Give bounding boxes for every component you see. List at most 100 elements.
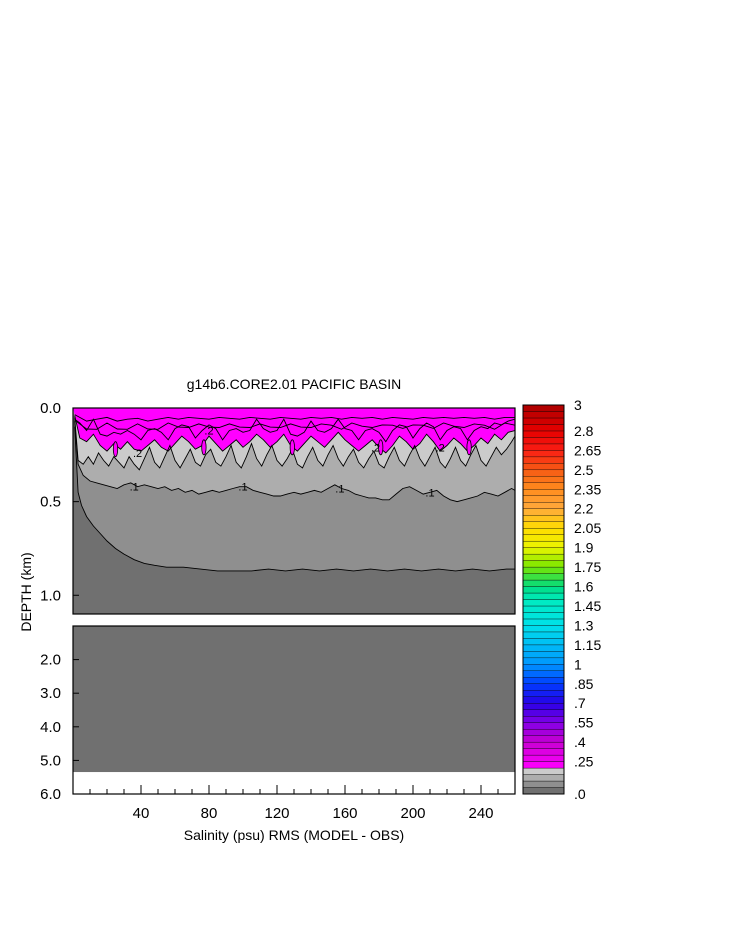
colorbar-swatch-50	[522, 463, 565, 471]
lower-ytick-label-4: 6.0	[40, 786, 61, 803]
xtick-label-0: 40	[133, 805, 150, 822]
colorbar-swatch-5	[522, 754, 565, 762]
colorbar-label-19: .0	[574, 786, 586, 802]
contour-label-0: .2	[133, 448, 142, 460]
contour-label-6: .1	[335, 484, 344, 496]
xtick-label-4: 200	[400, 805, 425, 822]
xtick-label-5: 240	[468, 805, 493, 822]
colorbar-swatch-12	[522, 709, 565, 717]
colorbar-label-18: .25	[574, 754, 594, 770]
contour-label-1: .2	[204, 425, 213, 437]
colorbar-swatch-46	[522, 489, 565, 496]
colorbar-label-7: 1.9	[574, 540, 594, 556]
colorbar-swatch-45	[522, 495, 565, 503]
lower-ytick-label-2: 4.0	[40, 719, 61, 736]
colorbar-label-14: .85	[574, 676, 594, 692]
colorbar-swatch-43	[522, 508, 565, 516]
colorbar-swatch-10	[522, 722, 565, 730]
contour-label-5: .1	[238, 482, 247, 494]
colorbar-swatch-34	[522, 566, 565, 574]
magenta-lens-4	[466, 439, 472, 456]
colorbar-swatch-33	[522, 573, 565, 581]
colorbar-swatch-38	[522, 540, 565, 548]
colorbar-swatch-47	[522, 482, 565, 490]
colorbar-swatch-0	[522, 787, 565, 795]
colorbar-swatch-41	[522, 521, 565, 529]
colorbar-swatch-4	[522, 761, 565, 769]
colorbar-swatch-40	[522, 528, 565, 535]
colorbar-label-17: .4	[574, 734, 586, 750]
magenta-lens-3	[378, 439, 384, 456]
colorbar-swatch-31	[522, 586, 565, 594]
colorbar-swatch-28	[522, 605, 565, 613]
colorbar-swatch-1	[522, 780, 565, 788]
contour-line-0.4	[74, 414, 515, 422]
upper-ytick-label-1: 0.5	[40, 494, 61, 511]
colorbar-swatch-44	[522, 502, 565, 509]
contour-line-0.25	[74, 418, 515, 443]
contour-label-7: .1	[425, 487, 434, 499]
colorbar-label-8: 1.75	[574, 559, 601, 575]
colorbar-label-12: 1.15	[574, 637, 601, 653]
xtick-label-1: 80	[201, 805, 218, 822]
colorbar-swatch-22	[522, 644, 565, 652]
magenta-lens-2	[289, 439, 295, 456]
colorbar-label-9: 1.6	[574, 579, 594, 595]
colorbar-label-4: 2.35	[574, 481, 601, 497]
colorbar-label-0: 3	[574, 397, 582, 413]
colorbar-swatch-42	[522, 515, 565, 522]
seafloor-mask	[73, 772, 515, 794]
x-axis-label: Salinity (psu) RMS (MODEL - OBS)	[184, 827, 404, 843]
colorbar-swatch-6	[522, 748, 565, 756]
upper-panel-frame	[72, 407, 516, 615]
region-gt-0.2	[73, 408, 515, 453]
lower-region-lt-0.05	[73, 626, 515, 773]
colorbar-label-11: 1.3	[574, 617, 594, 633]
contour-line-0.1	[74, 421, 515, 503]
colorbar-swatch-49	[522, 469, 565, 477]
y-axis-label: DEPTH (km)	[18, 552, 34, 631]
y-axis-ticks: 0.0 0.5 1.0 2.0 3.0 4.0 5.0 6.0	[40, 400, 79, 803]
colorbar-swatch-3	[522, 767, 565, 775]
colorbar-swatch-11	[522, 716, 565, 723]
magenta-lens-1	[201, 439, 207, 456]
colorbar-swatch-37	[522, 547, 565, 555]
contour-label-4: .1	[130, 482, 139, 494]
colorbar-label-1: 2.8	[574, 423, 594, 439]
colorbar-swatch-58	[522, 411, 565, 419]
colorbar-swatch-56	[522, 424, 565, 432]
colorbar-label-3: 2.5	[574, 462, 594, 478]
colorbar-swatch-55	[522, 430, 565, 438]
colorbar-frame	[522, 404, 565, 795]
lower-ytick-label-0: 2.0	[40, 652, 61, 669]
colorbar-swatch-24	[522, 631, 565, 639]
contour-line-0.15	[74, 417, 515, 471]
colorbar-swatch-8	[522, 735, 565, 743]
colorbar-swatch-17	[522, 677, 565, 684]
upper-ytick-label-2: 1.0	[40, 587, 61, 604]
colorbar-swatch-39	[522, 534, 565, 542]
colorbar-label-6: 2.05	[574, 520, 601, 536]
colorbar-swatch-27	[522, 612, 565, 620]
colorbar-swatch-15	[522, 690, 565, 697]
contour-line-0.05	[74, 426, 515, 572]
colorbar-swatch-19	[522, 664, 565, 671]
colorbar-swatch-54	[522, 437, 565, 445]
colorbar-swatch-7	[522, 741, 565, 749]
colorbar-swatch-51	[522, 456, 565, 464]
colorbar-swatch-21	[522, 651, 565, 659]
x-axis-ticks: 40 80 120 160 200 240	[89, 785, 499, 822]
upper-panel: .2 .2 .2 .2 .1 .1 .1 .1	[72, 407, 516, 615]
colorbar-swatch-26	[522, 618, 565, 626]
colorbar-swatch-16	[522, 683, 565, 691]
lower-ytick-label-3: 5.0	[40, 752, 61, 769]
colorbar-label-15: .7	[574, 695, 586, 711]
contour-label-3: .2	[436, 442, 445, 454]
colorbar-swatch-20	[522, 657, 565, 665]
upper-contours: .2 .2 .2 .2 .1 .1 .1 .1	[73, 408, 515, 614]
colorbar-swatch-32	[522, 579, 565, 587]
colorbar-swatch-29	[522, 599, 565, 607]
colorbar-label-5: 2.2	[574, 501, 594, 517]
magenta-lens-0	[112, 441, 119, 458]
